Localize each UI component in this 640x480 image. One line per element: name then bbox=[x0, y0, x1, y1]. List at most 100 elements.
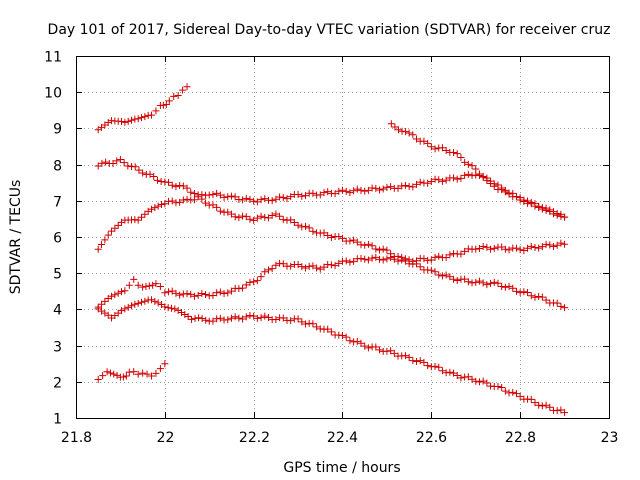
y-axis-label: SDTVAR / TECUs bbox=[8, 180, 24, 295]
data-point bbox=[227, 192, 235, 200]
data-point bbox=[113, 157, 121, 165]
data-point bbox=[135, 166, 143, 174]
data-point bbox=[194, 193, 202, 201]
data-point bbox=[149, 281, 157, 289]
data-point bbox=[257, 273, 265, 281]
data-point bbox=[250, 197, 258, 205]
data-point bbox=[512, 390, 520, 398]
data-point bbox=[131, 163, 139, 171]
data-point bbox=[350, 187, 358, 195]
data-point bbox=[368, 242, 376, 250]
data-point bbox=[538, 402, 546, 410]
data-point bbox=[272, 195, 280, 203]
data-point bbox=[494, 181, 502, 189]
data-point bbox=[427, 256, 435, 264]
data-point bbox=[227, 314, 235, 322]
data-point bbox=[535, 401, 543, 409]
data-point bbox=[111, 224, 119, 232]
data-point bbox=[161, 360, 169, 368]
data-point bbox=[475, 245, 483, 253]
data-point bbox=[557, 302, 565, 310]
data-point bbox=[198, 191, 206, 199]
data-point bbox=[268, 212, 276, 220]
data-point bbox=[549, 243, 557, 251]
data-point bbox=[520, 247, 528, 255]
data-point bbox=[141, 210, 149, 218]
data-point bbox=[553, 210, 561, 218]
data-point bbox=[179, 196, 187, 204]
data-point bbox=[509, 284, 517, 292]
data-point bbox=[316, 265, 324, 273]
data-point bbox=[151, 297, 159, 305]
data-point bbox=[453, 175, 461, 183]
data-point bbox=[150, 173, 158, 181]
data-point bbox=[409, 357, 417, 365]
plot-points bbox=[94, 83, 569, 417]
data-point bbox=[457, 374, 465, 382]
data-point bbox=[368, 254, 376, 262]
data-point bbox=[250, 278, 258, 286]
data-point bbox=[483, 281, 491, 289]
data-point bbox=[475, 378, 483, 386]
data-point bbox=[483, 243, 491, 251]
data-point bbox=[505, 246, 513, 254]
data-point bbox=[405, 129, 413, 137]
data-point bbox=[294, 315, 302, 323]
data-point bbox=[165, 178, 173, 186]
data-point bbox=[195, 314, 203, 322]
data-point bbox=[546, 208, 554, 216]
data-point bbox=[509, 388, 517, 396]
data-point bbox=[527, 199, 535, 207]
data-point bbox=[498, 243, 506, 251]
data-point bbox=[172, 289, 180, 297]
data-point bbox=[264, 314, 272, 322]
data-point bbox=[516, 246, 524, 254]
data-point bbox=[94, 162, 102, 170]
data-point bbox=[104, 118, 112, 126]
data-point bbox=[527, 395, 535, 403]
data-point bbox=[101, 236, 109, 244]
data-point bbox=[501, 387, 509, 395]
data-point bbox=[468, 162, 476, 170]
data-point bbox=[220, 193, 228, 201]
data-point bbox=[108, 227, 116, 235]
data-point bbox=[272, 261, 280, 269]
data-point bbox=[148, 372, 156, 380]
data-point bbox=[561, 304, 569, 312]
data-point bbox=[490, 180, 498, 188]
data-point bbox=[164, 304, 172, 312]
data-point bbox=[239, 284, 247, 292]
data-point bbox=[435, 176, 443, 184]
data-point bbox=[557, 210, 565, 218]
data-point bbox=[165, 97, 173, 105]
data-point bbox=[472, 165, 480, 173]
data-point bbox=[364, 186, 372, 194]
data-point bbox=[235, 314, 243, 322]
data-point bbox=[294, 261, 302, 269]
data-point bbox=[350, 236, 358, 244]
series-track-1 bbox=[94, 83, 191, 134]
data-point bbox=[98, 300, 106, 308]
data-point bbox=[483, 176, 491, 184]
data-point bbox=[154, 202, 162, 210]
y-tick-label: 1 bbox=[53, 412, 62, 428]
data-point bbox=[301, 192, 309, 200]
data-point bbox=[176, 291, 184, 299]
y-tick-label: 9 bbox=[53, 122, 62, 138]
data-point bbox=[442, 146, 450, 154]
data-point bbox=[298, 318, 306, 326]
data-point bbox=[106, 369, 114, 377]
x-tick-label: 22 bbox=[157, 430, 175, 446]
data-point bbox=[130, 275, 138, 283]
data-point bbox=[109, 159, 117, 167]
data-point bbox=[431, 362, 439, 370]
data-point bbox=[170, 92, 178, 100]
data-point bbox=[142, 283, 150, 291]
data-point bbox=[116, 156, 124, 164]
data-point bbox=[427, 143, 435, 151]
series-track-4 bbox=[94, 170, 569, 253]
data-point bbox=[501, 188, 509, 196]
data-point bbox=[118, 117, 126, 125]
data-point bbox=[294, 190, 302, 198]
data-point bbox=[279, 314, 287, 322]
